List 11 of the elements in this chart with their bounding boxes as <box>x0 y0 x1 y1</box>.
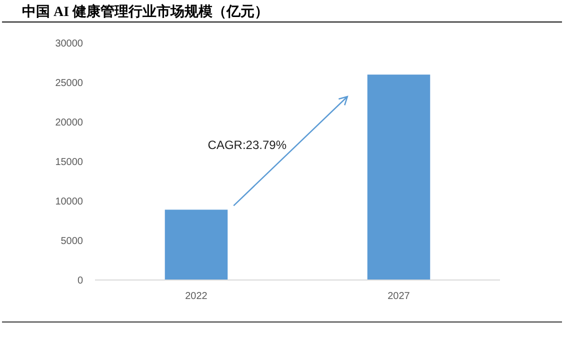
y-tick-label: 5000 <box>60 236 84 247</box>
y-tick-label: 10000 <box>55 196 84 208</box>
chart-title: 中国 AI 健康管理行业市场规模（亿元） <box>22 3 269 20</box>
y-tick-label: 25000 <box>55 78 84 89</box>
y-tick-label: 15000 <box>55 157 84 168</box>
annotation: CAGR:23.79% <box>208 138 287 152</box>
y-tick-label: 20000 <box>55 118 84 128</box>
x-tick-label: 2027 <box>388 291 410 302</box>
y-tick-label: 0 <box>77 276 84 286</box>
y-tick-label: 30000 <box>55 38 84 50</box>
x-tick-label: 2022 <box>185 291 208 302</box>
